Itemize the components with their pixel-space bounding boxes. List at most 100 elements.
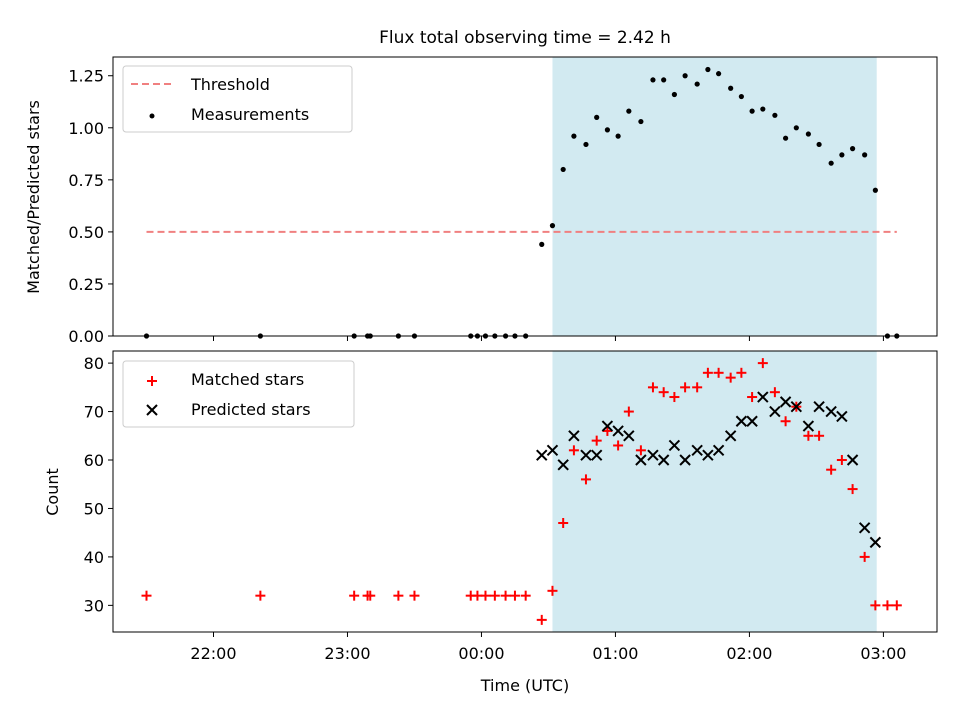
- top-legend: Threshold Measurements: [122, 65, 353, 133]
- measurement-point: [793, 125, 799, 131]
- predicted-star-point: [557, 459, 569, 471]
- matched-star-point: [568, 445, 579, 456]
- matched-star-point: [591, 435, 602, 446]
- top-y-tick-label: 1.00: [68, 119, 104, 138]
- measurement-point: [549, 223, 556, 229]
- matched-star-point: [669, 392, 680, 403]
- matched-star-point: [623, 406, 634, 417]
- predicted-star-point: [735, 415, 748, 427]
- matched-star-point: [635, 445, 646, 456]
- matched-star-point: [692, 382, 703, 393]
- matched-star-point: [580, 474, 591, 485]
- predicted-star-point: [702, 449, 714, 461]
- matched-star-point: [536, 614, 547, 625]
- matched-star-point: [736, 367, 747, 378]
- matched-star-point: [141, 590, 152, 601]
- matched-star-point: [658, 387, 669, 398]
- measurement-point: [604, 127, 611, 133]
- measurement-point: [738, 93, 744, 100]
- matched-star-point: [500, 590, 511, 601]
- matched-star-point: [509, 590, 520, 601]
- predicted-star-point: [590, 449, 603, 461]
- matched-star-point: [725, 372, 736, 383]
- measurement-point: [560, 166, 566, 173]
- matched-star-point: [882, 600, 893, 611]
- x-tick-label: 01:00: [592, 644, 638, 663]
- measurement-point: [539, 241, 545, 247]
- predicted-star-point: [757, 391, 769, 403]
- matched-star-point: [602, 425, 613, 436]
- top-axes-frame: [112, 56, 938, 337]
- matched-star-point: [702, 367, 713, 378]
- predicted-star-point: [746, 415, 758, 427]
- measurement-point: [594, 114, 600, 120]
- bottom-y-tick-label: 30: [84, 596, 104, 615]
- predicted-star-point: [691, 444, 703, 457]
- matched-star-point: [613, 440, 624, 451]
- measurement-point: [661, 77, 667, 83]
- bottom-y-tick-label: 60: [84, 451, 104, 470]
- top-shaded-span: [552, 57, 877, 336]
- measurement-point: [828, 160, 834, 166]
- matched-star-point: [803, 430, 814, 441]
- predicted-star-point: [836, 410, 848, 423]
- predicted-star-point: [580, 449, 592, 461]
- matched-star-point: [680, 382, 691, 393]
- bottom-legend: Matched stars Predicted stars: [122, 360, 355, 428]
- measurement-point: [782, 135, 789, 141]
- matched-star-point: [349, 590, 360, 601]
- matched-star-point: [847, 484, 858, 495]
- legend-matched-swatch: [147, 376, 157, 386]
- measurement-point: [671, 91, 677, 98]
- matched-star-point: [365, 590, 376, 601]
- measurement-point: [749, 108, 755, 114]
- x-tick-label: 03:00: [860, 644, 906, 663]
- bottom-y-tick-label: 70: [84, 403, 104, 422]
- predicted-star-point: [869, 536, 882, 549]
- predicted-star-point: [601, 420, 614, 432]
- legend-measurements-label: Measurements: [191, 105, 309, 124]
- bottom-y-axis-label: Count: [43, 468, 62, 516]
- top-y-tick-label: 0.50: [68, 223, 104, 242]
- top-y-tick-label: 1.25: [68, 67, 104, 86]
- bottom-y-tick-label: 50: [84, 499, 104, 518]
- matched-star-point: [713, 367, 724, 378]
- matched-star-point: [870, 600, 881, 611]
- measurement-point: [638, 118, 644, 125]
- measurement-point: [615, 133, 621, 139]
- predicted-star-point: [790, 401, 803, 413]
- matched-star-point: [891, 600, 902, 611]
- predicted-star-point: [712, 444, 725, 457]
- measurement-point: [650, 77, 656, 83]
- predicted-star-point: [846, 454, 859, 466]
- top-y-tick-label: 0.00: [68, 327, 104, 346]
- predicted-star-point: [568, 430, 580, 442]
- measurement-point: [760, 106, 766, 112]
- matched-star-point: [859, 551, 870, 562]
- legend-matched-label: Matched stars: [191, 370, 304, 389]
- matched-star-point: [757, 358, 768, 369]
- predicted-star-point: [769, 405, 781, 418]
- predicted-star-point: [657, 454, 670, 466]
- predicted-star-point: [635, 454, 647, 466]
- predicted-star-point: [546, 444, 559, 457]
- measurement-point: [626, 108, 632, 114]
- matched-star-point: [558, 517, 569, 528]
- measurement-point: [682, 73, 688, 79]
- x-tick-label: 22:00: [190, 644, 236, 663]
- measurement-point: [805, 131, 811, 137]
- bottom-y-tick-label: 40: [84, 548, 104, 567]
- measurement-point: [716, 71, 722, 77]
- predicted-star-point: [858, 522, 871, 534]
- matched-star-point: [747, 392, 758, 403]
- measurement-point: [849, 146, 856, 152]
- matched-star-point: [769, 387, 780, 398]
- predicted-star-point: [679, 454, 691, 466]
- predicted-star-point: [536, 449, 548, 461]
- predicted-star-point: [724, 430, 737, 442]
- top-y-axis-label: Matched/Predicted stars: [24, 100, 43, 294]
- x-tick-label: 23:00: [324, 644, 370, 663]
- legend-predicted-label: Predicted stars: [191, 400, 311, 419]
- measurement-point: [872, 187, 878, 193]
